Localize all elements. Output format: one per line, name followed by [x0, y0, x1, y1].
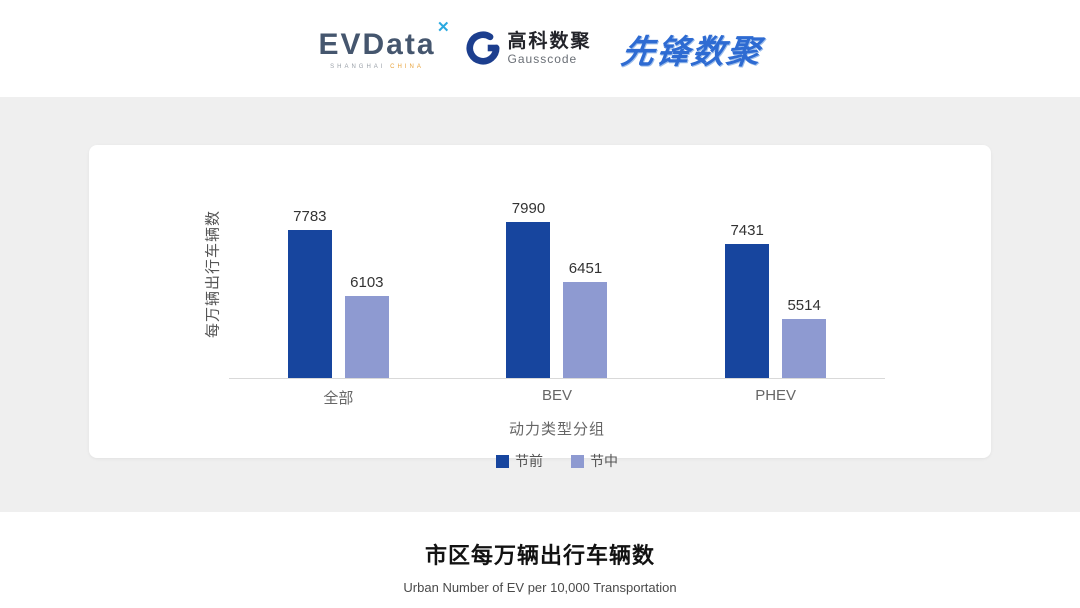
bar-value-label: 7431	[730, 222, 764, 239]
spark-icon: ✕	[436, 18, 452, 36]
legend-label: 节前	[515, 453, 543, 469]
bar	[344, 296, 389, 378]
evdata-name: EVData	[318, 27, 436, 61]
footer: 市区每万辆出行车辆数 Urban Number of EV per 10,000…	[0, 512, 1080, 595]
evdata-subtext-left: SHANGHAI	[330, 63, 386, 70]
evdata-subtext: SHANGHAI CHINA	[318, 64, 435, 70]
page-title: 市区每万辆出行车辆数	[424, 543, 655, 568]
bar	[506, 222, 551, 378]
bar-value-label: 7990	[511, 200, 546, 217]
bar-wrap: 5514	[782, 297, 827, 378]
category-label: BEV	[541, 387, 572, 404]
gausscode-text: 高科数聚 Gausscode	[508, 31, 592, 67]
legend-label: 节中	[590, 453, 618, 469]
bar-value-label: 6451	[568, 260, 603, 277]
gausscode-logo: 高科数聚 Gausscode	[466, 31, 592, 67]
legend-item: 节前	[496, 451, 543, 471]
bar	[782, 319, 827, 378]
bar-value-label: 5514	[787, 297, 821, 314]
evdata-subtext-right: CHINA	[390, 63, 424, 70]
legend-swatch	[571, 454, 584, 468]
bar-wrap: 7783	[287, 208, 332, 378]
bar-value-label: 6103	[350, 274, 384, 291]
bar-wrap: 6451	[563, 260, 608, 378]
bar-chart: 每万辆出行车辆数 7783 6103 7990 6451 7431 5514 全部 BEV P…	[89, 169, 991, 471]
chart-card: 每万辆出行车辆数 7783 6103 7990 6451 7431 5514 全部 BEV P…	[89, 145, 991, 469]
bar-group: 7431 5514	[725, 222, 827, 378]
pioneer-logo: 先锋数聚	[618, 32, 764, 70]
bar	[287, 230, 332, 378]
legend-item: 节中	[571, 451, 618, 471]
bar-wrap: 7431	[725, 222, 770, 378]
gausscode-cn-label: 高科数聚	[507, 30, 592, 52]
bar	[563, 282, 608, 378]
evdata-wordmark: EVData ✕	[318, 19, 449, 62]
legend: 节前 节中	[229, 451, 885, 471]
x-axis-label: 动力类型分组	[508, 421, 605, 438]
gausscode-en-label: Gausscode	[507, 51, 578, 66]
bars-row: 7783 6103 7990 6451 7431 5514	[229, 169, 885, 379]
bar-group: 7990 6451	[506, 200, 608, 378]
bar-value-label: 7783	[293, 208, 327, 225]
header: EVData ✕ SHANGHAI CHINA 高科数聚 Gausscode 先…	[0, 0, 1080, 97]
bar	[725, 244, 770, 378]
category-label: 全部	[323, 390, 354, 407]
gausscode-gauge-icon	[466, 32, 500, 66]
bar-wrap: 7990	[506, 200, 551, 378]
bar-group: 7783 6103	[287, 208, 389, 378]
y-axis-label: 每万辆出行车辆数	[204, 209, 222, 339]
legend-swatch	[496, 454, 509, 468]
plot-area: 7783 6103 7990 6451 7431 5514 全部 BEV PHEV 动力类型分…	[229, 169, 885, 471]
page-subtitle: Urban Number of EV per 10,000 Transporta…	[403, 580, 677, 595]
category-label: PHEV	[755, 387, 797, 404]
chart-section: 每万辆出行车辆数 7783 6103 7990 6451 7431 5514 全部 BEV P…	[0, 97, 1080, 512]
categories-row: 全部 BEV PHEV	[229, 387, 885, 408]
bar-wrap: 6103	[344, 274, 389, 378]
evdata-logo: EVData ✕ SHANGHAI CHINA	[318, 19, 449, 70]
